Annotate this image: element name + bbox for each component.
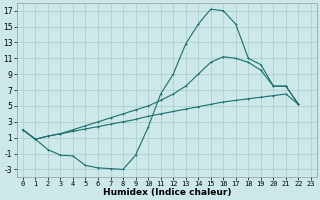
X-axis label: Humidex (Indice chaleur): Humidex (Indice chaleur) bbox=[103, 188, 231, 197]
